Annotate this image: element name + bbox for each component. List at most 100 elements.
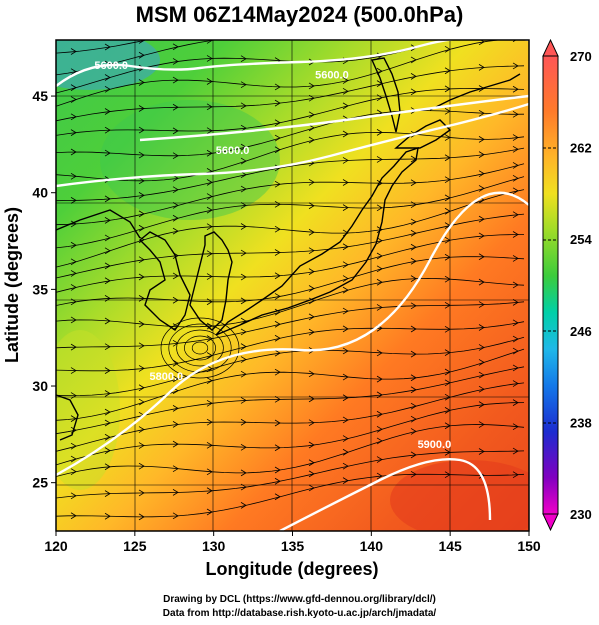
wind-arrow-head	[512, 281, 519, 289]
colorbar-label: 254	[570, 232, 592, 247]
streamline	[56, 163, 525, 226]
wind-arrow-head	[172, 152, 179, 160]
wind-arrow-head	[104, 234, 111, 242]
wind-arrow-head	[376, 472, 383, 480]
wind-arrow-head	[172, 375, 179, 383]
wind-arrow-head	[342, 243, 349, 251]
wind-arrow-head	[512, 471, 519, 479]
wind-arrow-head	[376, 156, 383, 163]
wind-streamlines	[56, 4, 525, 521]
contour-label: 5600.0	[315, 70, 349, 82]
wind-arrow-head	[478, 109, 485, 117]
colorbar-bar	[542, 55, 559, 515]
wind-arrow-head	[274, 225, 281, 233]
wind-arrow-head	[172, 405, 179, 412]
wind-arrow-head	[274, 477, 281, 485]
wind-arrow-head	[512, 187, 519, 195]
wind-arrow-head	[104, 195, 111, 203]
y-tick-label: 35	[32, 281, 48, 297]
contour-label: 5900.0	[418, 439, 452, 451]
wind-arrow-head	[274, 119, 281, 127]
wind-arrow-head	[512, 299, 519, 306]
wind-arrow-head	[512, 211, 519, 219]
wind-arrow-head	[410, 275, 417, 282]
wind-arrow-head	[240, 143, 247, 151]
wind-arrow-head	[70, 415, 77, 422]
wind-arrow-head	[70, 96, 77, 103]
wind-arrow-head	[342, 286, 349, 294]
wind-arrow-head	[512, 380, 519, 387]
wind-arrow-head	[70, 172, 77, 180]
wind-arrow-head	[512, 364, 519, 372]
wind-arrow-head	[512, 347, 519, 355]
wind-arrow-head	[240, 469, 247, 477]
wind-arrow-head	[376, 456, 383, 463]
wind-arrow-head	[308, 328, 315, 336]
wind-arrow-head	[206, 78, 213, 85]
wind-arrow-head	[479, 12, 484, 18]
wind-arrow-head	[206, 335, 213, 342]
wind-arrow-head	[308, 484, 315, 492]
streamline	[56, 382, 525, 452]
wind-arrow-head	[478, 301, 485, 308]
wind-arrow-head	[206, 468, 213, 476]
wind-arrow-head	[206, 103, 213, 111]
contour-labels: 5600.0 5600.0 5600.0 5800.0 5900.0	[94, 60, 451, 451]
streamline	[56, 301, 525, 349]
wind-arrow-head	[172, 127, 179, 135]
colorbar-label: 246	[570, 324, 592, 339]
wind-arrow-head	[206, 377, 213, 385]
wind-arrow-head	[70, 129, 77, 136]
wind-arrow-head	[513, 4, 518, 10]
wind-arrow-head	[104, 317, 111, 325]
wind-arrow-head	[342, 477, 349, 484]
wind-arrow-head	[70, 284, 77, 291]
x-axis-title: Longitude (degrees)	[205, 559, 378, 579]
wind-arrow-head	[308, 136, 315, 144]
wind-arrow-head	[410, 257, 417, 265]
wind-arrow-head	[138, 513, 145, 521]
wind-arrow-head	[70, 455, 77, 463]
wind-arrow-head	[70, 316, 77, 324]
wind-arrow-head	[138, 342, 145, 350]
wind-arrow-head	[240, 55, 247, 63]
wind-arrow-head	[138, 126, 145, 134]
wind-arrow-head	[104, 262, 111, 270]
wind-arrow-head	[342, 435, 349, 442]
wind-arrow-head	[342, 448, 349, 456]
wind-arrow-head	[308, 285, 315, 292]
wind-arrow-head	[172, 359, 179, 367]
wind-arrow-head	[70, 148, 77, 156]
wind-arrow-head	[377, 33, 382, 39]
wind-arrow-head	[478, 215, 485, 223]
wind-arrow-head	[172, 339, 179, 347]
streamline	[56, 147, 525, 202]
wind-arrow-head	[342, 307, 349, 315]
x-tick-label: 120	[44, 538, 68, 554]
x-tick-label: 140	[360, 538, 384, 554]
wind-arrow-head	[512, 423, 519, 431]
cyclone-swirl	[160, 317, 240, 379]
wind-arrow-head	[206, 441, 213, 449]
wind-arrow-head	[172, 512, 179, 520]
wind-arrow-head	[70, 84, 77, 91]
wind-arrow-head	[274, 419, 281, 427]
wind-arrow-head	[104, 433, 111, 441]
x-tick-label: 150	[517, 538, 541, 554]
wind-arrow-head	[309, 40, 310, 41]
wind-arrow-head	[274, 444, 281, 452]
wind-arrow-head	[411, 8, 416, 14]
wind-arrow-head	[172, 421, 179, 428]
wind-arrow-head	[240, 297, 247, 305]
wind-arrow-head	[240, 502, 247, 509]
wind-arrow-head	[138, 462, 145, 470]
x-axis-ticks: 120 125 130 135 140 145 150	[44, 531, 541, 554]
wind-arrow-head	[410, 229, 417, 237]
wind-arrow-head	[410, 218, 417, 226]
wind-arrow-head	[240, 202, 247, 209]
streamline	[56, 110, 525, 157]
wind-arrow-head	[410, 302, 417, 310]
wind-arrow-head	[172, 76, 179, 84]
wind-arrow-head	[70, 343, 77, 351]
streamline	[56, 189, 525, 268]
